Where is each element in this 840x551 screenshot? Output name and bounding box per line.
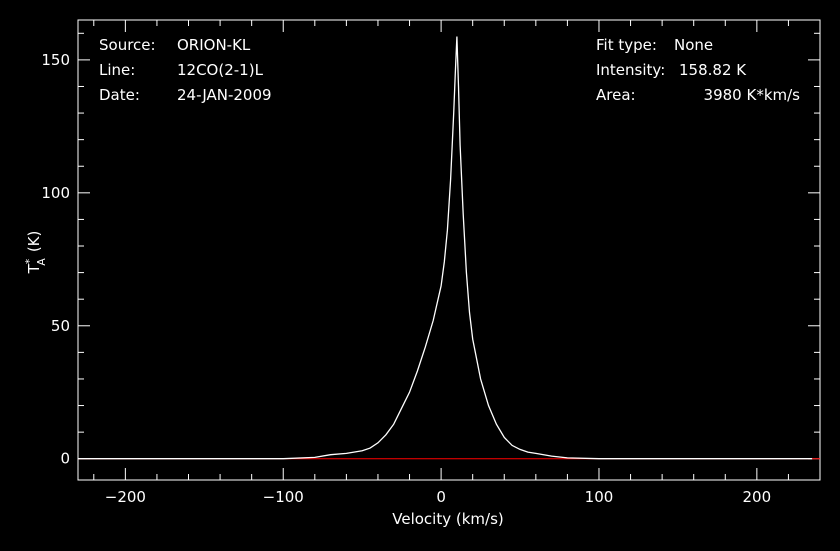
plot-frame bbox=[77, 19, 821, 481]
y-axis-label-unit: (K) bbox=[25, 231, 43, 253]
line-value: 12CO(2-1)L bbox=[177, 61, 264, 79]
area-label: Area: bbox=[596, 86, 636, 104]
source-label: Source: bbox=[99, 36, 156, 54]
x-tick-label: 0 bbox=[436, 488, 446, 506]
area-value: 3980 K*km/s bbox=[704, 86, 801, 104]
x-tick-label: 100 bbox=[585, 488, 614, 506]
intensity-label: Intensity: bbox=[596, 61, 665, 79]
y-axis-label-superscript: * bbox=[23, 258, 36, 264]
x-axis-label: Velocity (km/s) bbox=[392, 510, 503, 528]
y-axis-label: T*A (K) bbox=[23, 231, 48, 275]
fit-type-label: Fit type: bbox=[596, 36, 657, 54]
y-tick-label: 100 bbox=[41, 184, 70, 202]
line-label: Line: bbox=[99, 61, 135, 79]
x-tick-label: −100 bbox=[263, 488, 304, 506]
date-label: Date: bbox=[99, 86, 140, 104]
date-value: 24-JAN-2009 bbox=[177, 86, 272, 104]
x-tick-label: −200 bbox=[105, 488, 146, 506]
y-tick-label: 50 bbox=[51, 317, 70, 335]
svg-text:T*A(K): T*A (K) bbox=[23, 231, 48, 275]
x-tick-label: 200 bbox=[743, 488, 772, 506]
intensity-value: 158.82 K bbox=[679, 61, 747, 79]
y-axis-label-main: T bbox=[25, 263, 43, 274]
source-value: ORION-KL bbox=[177, 36, 251, 54]
fit-type-value: None bbox=[674, 36, 713, 54]
y-tick-label: 0 bbox=[60, 450, 70, 468]
y-tick-label: 150 bbox=[41, 51, 70, 69]
spectrum-line bbox=[78, 36, 813, 460]
y-axis-label-subscript: A bbox=[35, 258, 48, 266]
